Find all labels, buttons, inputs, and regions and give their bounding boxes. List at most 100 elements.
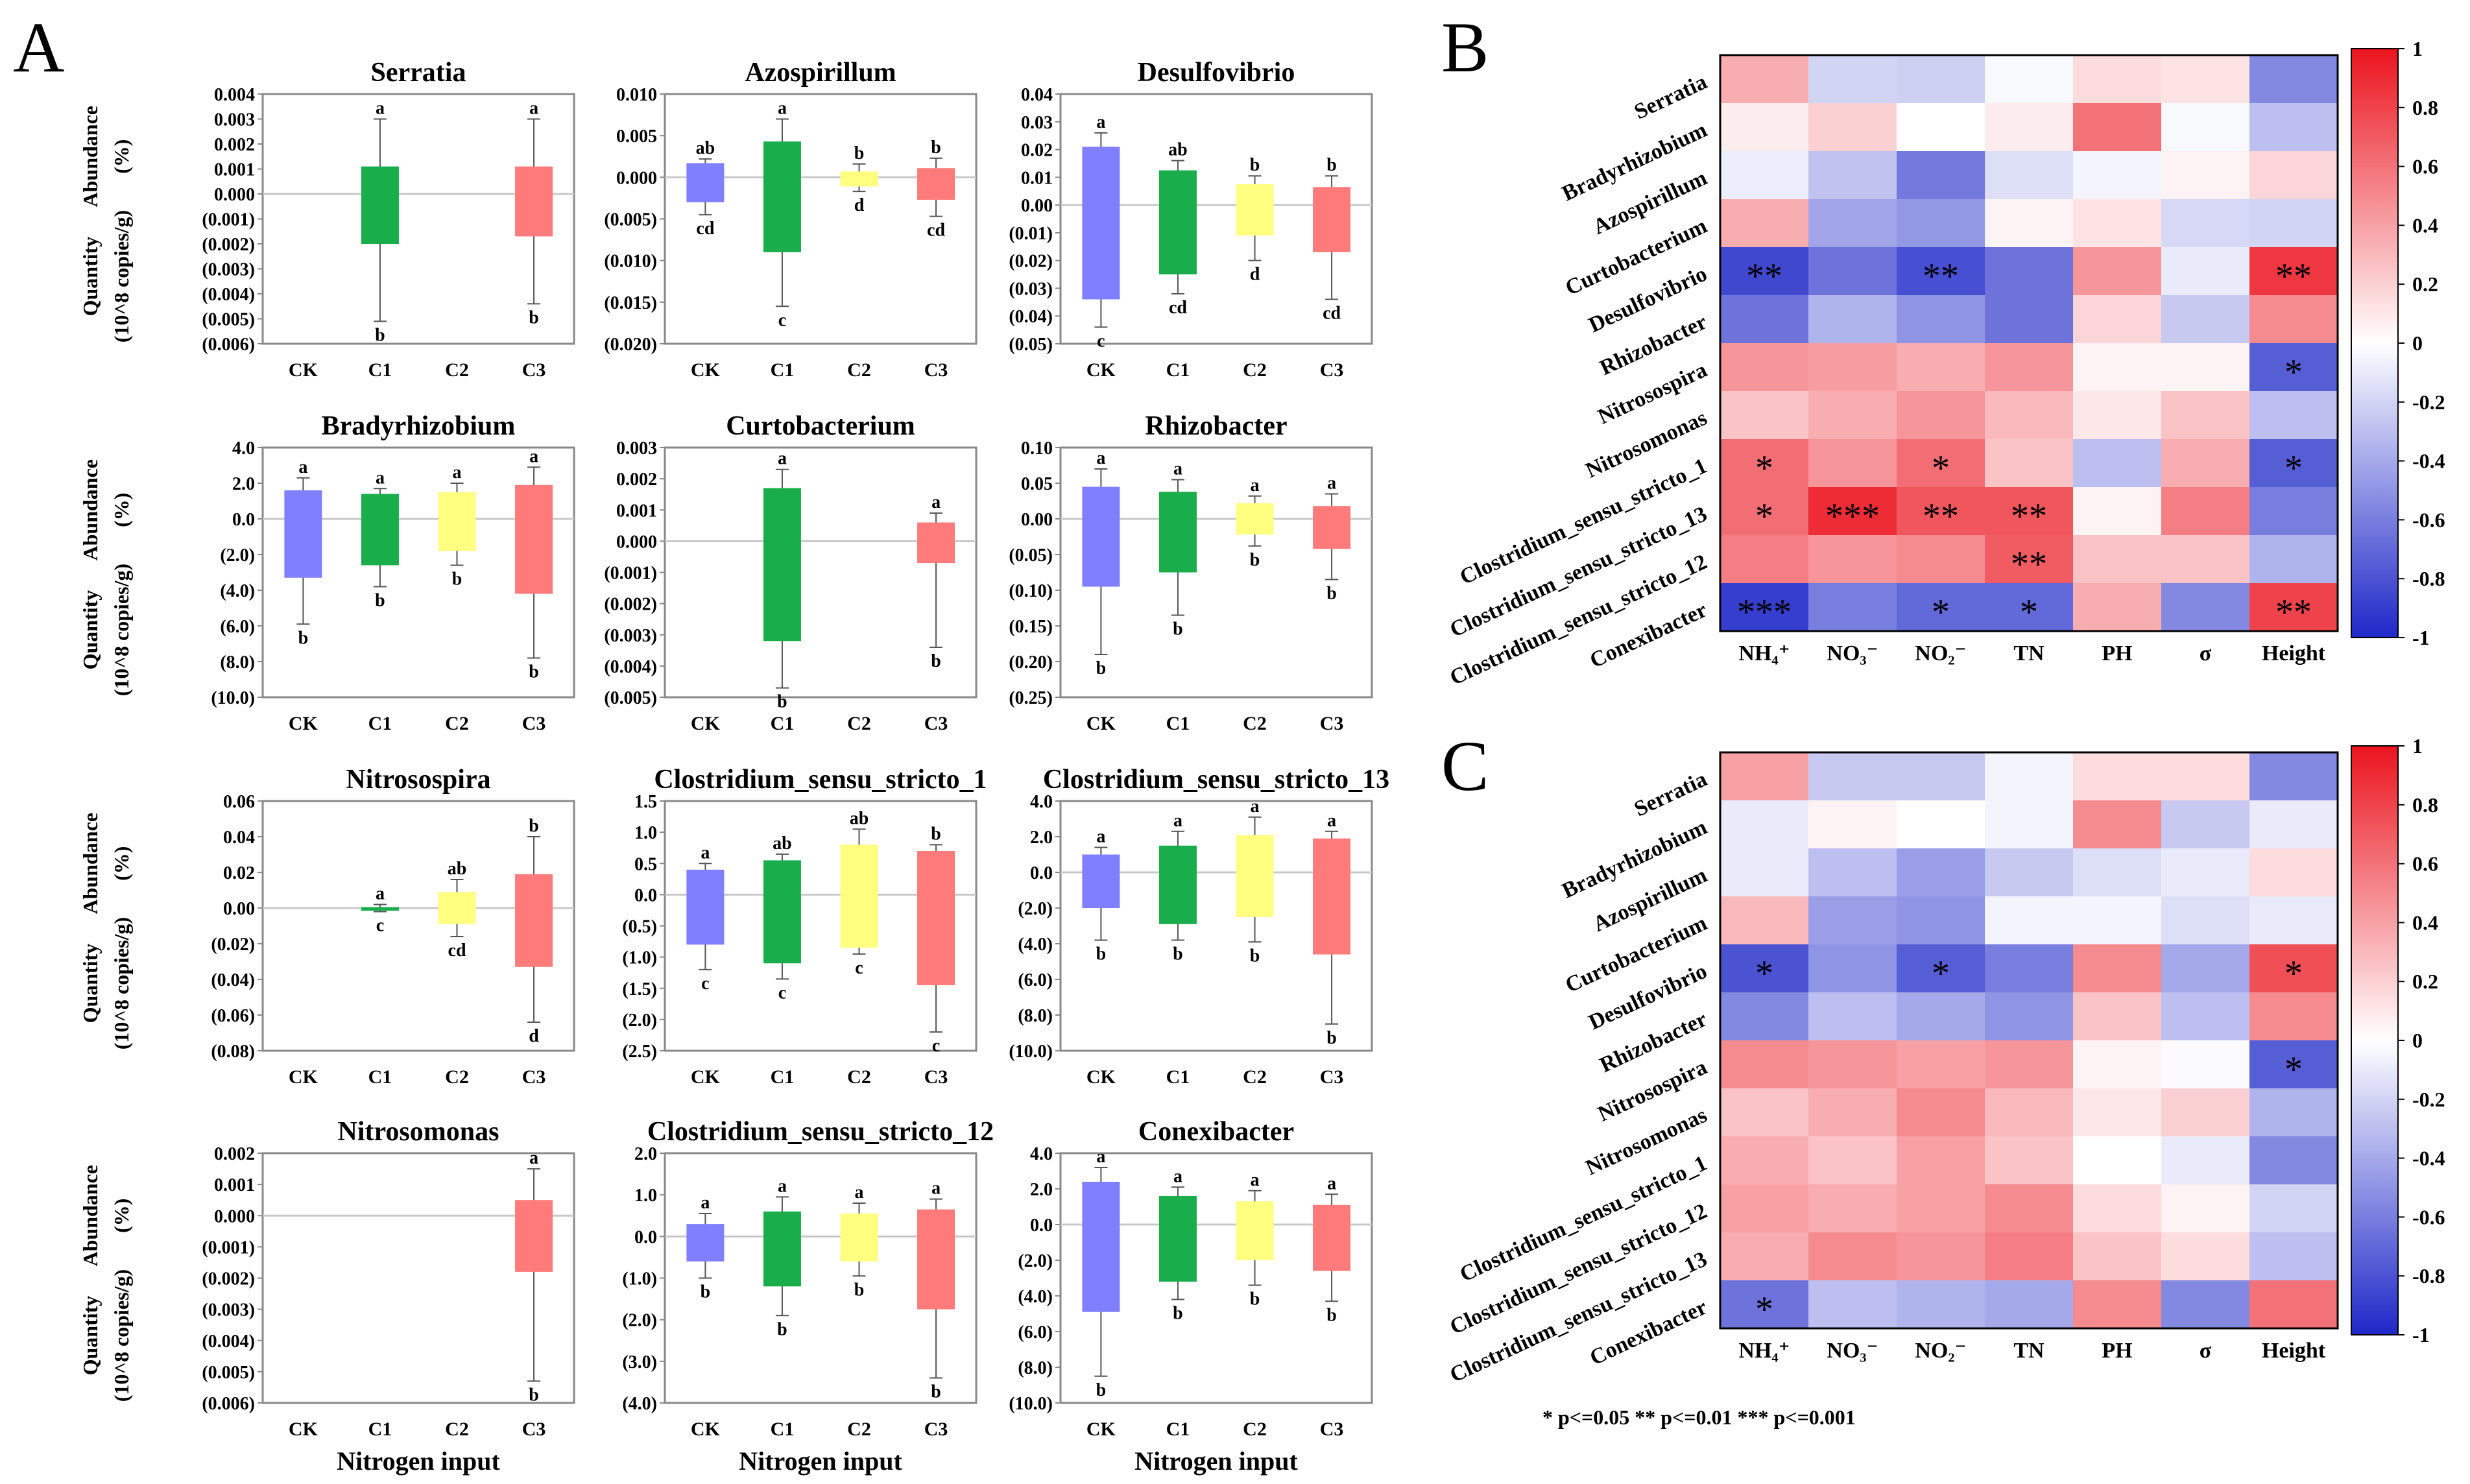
sig-letter-top: a [529, 1148, 538, 1168]
x-tick-label: C3 [924, 1066, 948, 1088]
y-tick-label: (0.005) [604, 688, 657, 708]
box-ck [284, 490, 322, 578]
heatmap-cell [1897, 1088, 1985, 1137]
heatmap-cell [2073, 295, 2162, 344]
sig-letter-bottom: d [529, 1026, 539, 1046]
heatmap-frame [1719, 54, 2339, 632]
y-axis-label-percent: (%) [110, 493, 133, 527]
plot-frame [1059, 1152, 1373, 1404]
x-tick-label: C1 [368, 713, 392, 734]
sig-letter-top: a [298, 457, 307, 477]
heatmap-cell [2073, 199, 2162, 248]
box-c1 [1158, 492, 1197, 573]
sig-letter-top: a [529, 446, 538, 466]
x-tick-label: CK [289, 1418, 318, 1440]
significance-star: ** [1746, 256, 1782, 296]
boxplot-conexibacter: Conexibacter 4.0 2.0 0.0 (2.0) (4.0) (6.0) (8.0… [1009, 1117, 1373, 1440]
y-tick-label: 0.002 [616, 470, 657, 490]
sig-letter-bottom: b [701, 1282, 711, 1302]
heatmap-cell [1808, 583, 1897, 632]
heatmap-cell [2073, 343, 2162, 392]
heatmap-cell [2249, 583, 2338, 632]
heatmap-b: ** ** **** * ** *** ** ******* * * **SerratiaBrady… [1446, 37, 2445, 690]
y-tick-label: 0.001 [214, 1175, 255, 1195]
heatmap-cell [1720, 247, 1809, 296]
colorbar [2351, 48, 2399, 638]
sig-letter-bottom: cd [1323, 304, 1341, 324]
sig-letter-top: a [453, 462, 462, 483]
x-tick-label: CK [691, 1418, 721, 1440]
heatmap-cell [2249, 800, 2338, 849]
colorbar-tick-label: 0.6 [2412, 155, 2438, 178]
heatmap-cell [2073, 1088, 2162, 1137]
heatmap-cell [2249, 535, 2338, 584]
heatmap-cell [2073, 1040, 2162, 1089]
colorbar-tick-label: 0.2 [2412, 272, 2438, 296]
y-tick-label: (0.06) [211, 1006, 255, 1026]
heatmap-cell [2249, 1232, 2338, 1281]
sig-letter-bottom: b [777, 692, 787, 712]
x-tick-label: C3 [924, 359, 948, 381]
heatmap-cell [2073, 247, 2162, 296]
sig-letter-bottom: d [1250, 265, 1260, 285]
heatmap-cell [1897, 1280, 1985, 1329]
y-tick-label: (0.002) [202, 1269, 255, 1289]
y-tick-label: (0.04) [1009, 307, 1053, 327]
heatmap-cell [1985, 848, 2074, 897]
heatmap-cell [1985, 1232, 2074, 1281]
chart-title: Curtobacterium [726, 411, 915, 441]
heatmap-cell [2161, 247, 2250, 296]
heatmap-cell [2073, 151, 2162, 200]
sig-letter-bottom: b [1326, 1305, 1337, 1325]
colorbar-tick-label: 0 [2412, 1029, 2423, 1052]
y-tick-label: (2.0) [1018, 899, 1053, 919]
x-tick-label: C3 [924, 1418, 948, 1440]
sig-letter-top: a [1096, 112, 1105, 132]
heatmap-column-label: Height [2262, 1339, 2326, 1363]
x-tick-label: C1 [1166, 1418, 1190, 1440]
sig-letter-top: ab [773, 833, 792, 854]
box-c2 [1236, 184, 1274, 236]
sig-letter-top: a [778, 1176, 787, 1196]
y-tick-label: (4.0) [220, 581, 255, 601]
sig-letter-bottom: b [931, 1382, 941, 1402]
heatmap-cell [1720, 151, 1809, 200]
box-c3 [917, 1209, 955, 1310]
box-c1 [1158, 170, 1197, 275]
heatmap-cell [1808, 752, 1897, 801]
heatmap-cell [2161, 848, 2250, 897]
y-tick-label: 0.002 [214, 135, 255, 155]
heatmap-cell [1897, 151, 1985, 200]
sig-letter-bottom: b [1173, 619, 1183, 640]
significance-star: * [1932, 448, 1950, 488]
box-c1 [763, 141, 801, 252]
heatmap-cell [2073, 103, 2162, 152]
y-axis-label-units: (10^8 copies/g) [110, 564, 133, 696]
significance-star: ** [1923, 256, 1959, 296]
plot-frame [1059, 93, 1373, 345]
sig-letter-bottom: cd [696, 219, 714, 239]
box-c3 [515, 874, 553, 967]
y-tick-label: 2.0 [1030, 1180, 1053, 1200]
x-tick-label: CK [691, 359, 721, 381]
sig-letter-top: a [1096, 827, 1105, 847]
y-tick-label: 0.000 [214, 1206, 255, 1227]
x-tick-label: CK [289, 713, 318, 734]
heatmap-cell [1897, 1232, 1985, 1281]
y-tick-label: (0.25) [1009, 688, 1053, 708]
y-tick-label: (6.0) [1018, 970, 1053, 990]
panel-label-c: C [1441, 726, 1489, 806]
heatmap-cell [1985, 151, 2074, 200]
y-tick-label: (4.0) [1018, 935, 1053, 955]
box-c1 [361, 494, 399, 566]
y-tick-label: (0.020) [604, 335, 657, 355]
y-tick-label: (0.005) [604, 210, 657, 230]
significance-star: ** [2275, 256, 2312, 296]
significance-star: * [2020, 592, 2038, 632]
x-axis-title: Nitrogen input [1134, 1446, 1298, 1476]
sig-letter-top: a [1327, 811, 1336, 831]
y-tick-label: 0.003 [616, 438, 657, 459]
heatmap-cell [2161, 752, 2250, 801]
heatmap-cell [2249, 944, 2338, 993]
plot-frame [261, 1152, 575, 1404]
